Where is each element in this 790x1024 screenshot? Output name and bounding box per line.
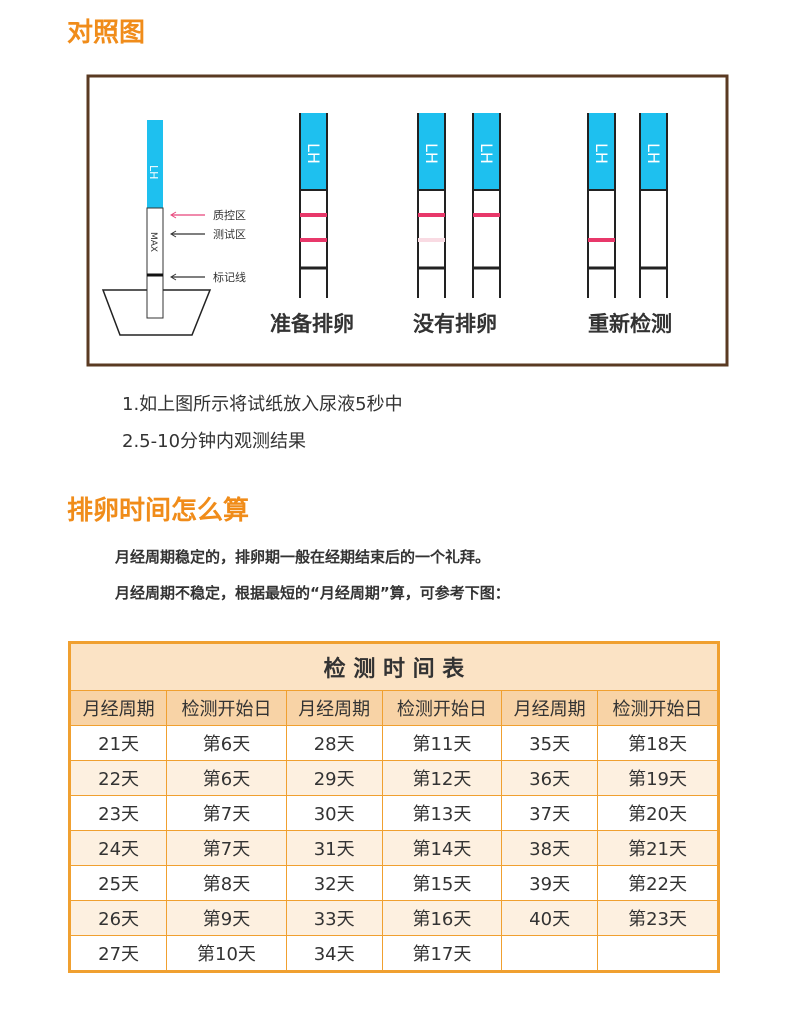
schedule-table: 检 测 时 间 表月经周期 检测开始日 月经周期 检测开始日 月经周期 检测开始日 21天第… xyxy=(68,641,720,973)
strip-top xyxy=(418,113,445,190)
step: 2.5-10分钟内观测结果 xyxy=(122,431,307,452)
cell: 第21天 xyxy=(597,830,719,866)
cell: 第10天 xyxy=(166,935,287,972)
cell: 第19天 xyxy=(597,760,719,796)
cell: 35天 xyxy=(501,725,599,761)
cell: 23天 xyxy=(68,795,168,831)
row: 26天 第9天 33天 第16天 40天 第23天 xyxy=(68,900,719,936)
cell: 34天 xyxy=(285,935,383,972)
cell: 第13天 xyxy=(381,795,503,831)
header-cell: 月经周期 xyxy=(285,690,383,726)
result-label: 没有排卵 xyxy=(413,312,497,336)
title-row: 检 测 时 间 表 xyxy=(69,642,719,691)
strip-top xyxy=(300,113,327,190)
row: 22天 第6天 29天 第12天 36天 第19天 xyxy=(68,760,719,796)
cell: 第20天 xyxy=(597,795,719,831)
zone-label: 质控区 xyxy=(213,208,246,222)
header-cell: 月经周期 xyxy=(501,690,599,726)
cell: 第22天 xyxy=(597,865,719,901)
cell: 24天 xyxy=(68,830,168,866)
zone-label: 标记线 xyxy=(213,270,246,284)
cell: 36天 xyxy=(501,760,599,796)
cell: 第8天 xyxy=(166,865,287,901)
strip-label: LH xyxy=(147,165,160,179)
zone-label: 测试区 xyxy=(213,228,246,241)
arrow xyxy=(170,211,177,219)
result-label: 重新检测 xyxy=(588,312,672,336)
row: 24天 第7天 31天 第14天 38天 第21天 xyxy=(68,830,719,866)
cell: 第11天 xyxy=(381,725,503,761)
cell xyxy=(597,935,719,972)
paragraph: 月经周期不稳定，根据最短的“月经周期”算，可参考下图： xyxy=(115,584,510,602)
cell: 第18天 xyxy=(597,725,719,761)
header-cell: 检测开始日 xyxy=(597,690,719,726)
paragraph: 月经周期稳定的，排卵期一般在经期结束后的一个礼拜。 xyxy=(115,548,491,566)
header-cell: 检测开始日 xyxy=(381,690,503,726)
header-cell: 月经周期 xyxy=(68,690,168,726)
max-label: MAX xyxy=(148,232,158,252)
section-title: 排卵时间怎么算 xyxy=(67,496,250,526)
strip-body xyxy=(473,190,500,298)
strip-body xyxy=(418,190,445,298)
cell: 29天 xyxy=(285,760,383,796)
row: 27天 第10天 34天 第17天 xyxy=(68,935,719,972)
arrow xyxy=(170,273,177,281)
strip-body xyxy=(300,190,327,298)
cell xyxy=(501,935,599,972)
section-title: 对照图 xyxy=(67,18,146,48)
strip-label: LH xyxy=(644,143,663,164)
cell: 33天 xyxy=(285,900,383,936)
cell: 22天 xyxy=(68,760,168,796)
cell: 30天 xyxy=(285,795,383,831)
cell: 39天 xyxy=(501,865,599,901)
cell: 第7天 xyxy=(166,795,287,831)
cell: 38天 xyxy=(501,830,599,866)
strip-top xyxy=(588,113,615,190)
cell: 第7天 xyxy=(166,830,287,866)
row: 25天 第8天 32天 第15天 39天 第22天 xyxy=(68,865,719,901)
diagram: LH MAX 质控区 测试区 标记线 LH LH LH LH LH 准备排卵 没有排卵 … xyxy=(86,74,729,367)
cell: 27天 xyxy=(68,935,168,972)
arrow xyxy=(170,230,177,238)
row: 23天 第7天 30天 第13天 37天 第20天 xyxy=(68,795,719,831)
header-cell: 检测开始日 xyxy=(166,690,287,726)
cell: 第6天 xyxy=(166,760,287,796)
cell: 第17天 xyxy=(381,935,503,972)
cell: 第16天 xyxy=(381,900,503,936)
step: 1.如上图所示将试纸放入尿液5秒中 xyxy=(122,394,403,415)
strip-top xyxy=(640,113,667,190)
cell: 第15天 xyxy=(381,865,503,901)
cell: 28天 xyxy=(285,725,383,761)
result-label: 准备排卵 xyxy=(270,312,354,336)
strip-body xyxy=(146,207,164,319)
cell: 第14天 xyxy=(381,830,503,866)
cell: 第9天 xyxy=(166,900,287,936)
cell: 37天 xyxy=(501,795,599,831)
strip-top xyxy=(147,120,163,208)
strip-label: LH xyxy=(304,143,323,164)
cell: 40天 xyxy=(501,900,599,936)
cell: 21天 xyxy=(68,725,168,761)
table-title: 检 测 时 间 表 xyxy=(69,642,719,691)
strip-body xyxy=(588,190,615,298)
header-row: 月经周期 检测开始日 月经周期 检测开始日 月经周期 检测开始日 xyxy=(68,690,719,726)
strip-label: LH xyxy=(477,143,496,164)
cell: 26天 xyxy=(68,900,168,936)
cell: 第6天 xyxy=(166,725,287,761)
strip-body xyxy=(640,190,667,298)
cell: 第23天 xyxy=(597,900,719,936)
cell: 32天 xyxy=(285,865,383,901)
cell: 第12天 xyxy=(381,760,503,796)
cell: 31天 xyxy=(285,830,383,866)
cup xyxy=(101,289,212,336)
cell: 25天 xyxy=(68,865,168,901)
row: 21天 第6天 28天 第11天 35天 第18天 xyxy=(68,725,719,761)
strip-top xyxy=(473,113,500,190)
frame xyxy=(86,74,729,367)
strip-label: LH xyxy=(592,143,611,164)
strip-label: LH xyxy=(422,143,441,164)
